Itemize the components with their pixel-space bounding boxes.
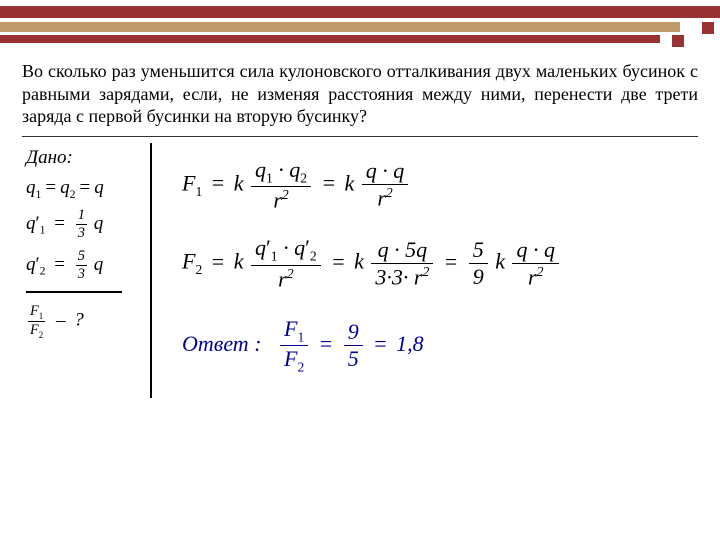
r: r (377, 186, 386, 211)
num: 9 (344, 319, 363, 345)
q: q (255, 157, 266, 182)
given-q1-prime: q′1 = 1 3 q (26, 207, 140, 242)
decorative-banner (0, 0, 720, 52)
frac-q1pq2p: q′1 · q′2 r2 (251, 235, 321, 292)
q: q (366, 158, 377, 183)
F: F (30, 303, 39, 319)
frac-5-3: 5 3 (76, 248, 87, 283)
var-q: q (94, 213, 104, 234)
exp: 2 (537, 264, 544, 279)
target-ratio: F1 F2 – ? (26, 303, 140, 340)
problem-statement: Во сколько раз уменьшится сила кулоновск… (0, 52, 720, 132)
banner-bar-1 (0, 6, 720, 18)
sub: 1 (195, 183, 202, 198)
sub: 2 (300, 170, 307, 185)
sub: 1 (266, 170, 273, 185)
sub: 1 (39, 311, 43, 321)
dash: – (52, 310, 70, 331)
den: 3 (76, 224, 87, 242)
sub-2: 2 (70, 187, 76, 200)
three: 3 (392, 264, 403, 289)
frac-qq-r2b: q · q r2 (512, 237, 559, 290)
given-label: Дано: (26, 147, 140, 169)
given-divider (26, 291, 122, 293)
sub: 2 (310, 249, 317, 264)
q: q (416, 237, 427, 262)
banner-square-1 (688, 6, 700, 18)
solution-panel: F1 = k q1 · q2 r2 = k q · q r2 F2 = k (152, 143, 698, 398)
five: 5 (469, 237, 488, 263)
frac-5-9: 5 9 (469, 237, 488, 290)
answer-line: Ответ : F1 F2 = 9 5 = 1,8 (182, 316, 698, 376)
exp: 2 (422, 264, 429, 279)
question-mark: ? (74, 310, 84, 331)
solution-area: Дано: q1=q2=q q′1 = 1 3 q q′2 = 5 3 q (0, 137, 720, 398)
F: F (284, 316, 297, 341)
sub-1: 1 (40, 224, 46, 237)
var-q2: q (60, 177, 70, 198)
sub-2: 2 (40, 265, 46, 278)
F: F (284, 346, 297, 371)
exp: 2 (386, 185, 393, 200)
eq-F2: F2 = k q′1 · q′2 r2 = k q · 5q 3·3· r2 =… (182, 235, 698, 292)
F: F (182, 249, 195, 274)
q: q (393, 158, 404, 183)
var-q1: q (26, 177, 36, 198)
F: F (182, 170, 195, 195)
given-panel: Дано: q1=q2=q q′1 = 1 3 q q′2 = 5 3 q (26, 143, 152, 398)
frac-qq-r2: q · q r2 (362, 158, 409, 211)
equals: = (41, 177, 60, 198)
k: k (345, 170, 355, 195)
exp: 2 (282, 187, 289, 202)
k: k (354, 249, 364, 274)
q: q (544, 237, 555, 262)
r: r (528, 264, 537, 289)
colon: : (254, 331, 261, 356)
equals: = (50, 254, 69, 275)
sub: 2 (195, 262, 202, 277)
num: 1 (76, 207, 87, 224)
given-q1q2: q1=q2=q (26, 177, 140, 202)
r: r (273, 187, 282, 212)
var-q: q (94, 177, 104, 198)
q: q (378, 237, 389, 262)
equals: = (50, 213, 69, 234)
frac-1-3: 1 3 (76, 207, 87, 242)
den: 5 (344, 345, 363, 372)
r: r (278, 266, 287, 291)
five: 5 (405, 237, 416, 262)
banner-bar-2 (0, 22, 680, 32)
given-q2-prime: q′2 = 5 3 q (26, 248, 140, 283)
eq-F1: F1 = k q1 · q2 r2 = k q · q r2 (182, 157, 698, 214)
answer-label: Ответ (182, 331, 249, 356)
frac-F1-F2-ans: F1 F2 (280, 316, 308, 376)
equals: = (76, 177, 95, 198)
three: 3 (375, 264, 386, 289)
q: q (516, 237, 527, 262)
sub: 2 (39, 330, 43, 340)
q: q (289, 157, 300, 182)
frac-q1q2-r2: q1 · q2 r2 (251, 157, 311, 214)
sub: 1 (271, 249, 278, 264)
answer-value: 1,8 (396, 331, 424, 356)
banner-square-3 (672, 35, 684, 47)
banner-bar-3 (0, 35, 660, 43)
k: k (234, 249, 244, 274)
F: F (30, 322, 39, 338)
var-q: q (94, 254, 104, 275)
sub: 1 (297, 329, 304, 344)
k: k (234, 170, 244, 195)
nine: 9 (469, 263, 488, 290)
frac-F1-F2: F1 F2 (28, 303, 45, 340)
sub: 2 (297, 360, 304, 375)
num: 5 (76, 248, 87, 265)
exp: 2 (287, 266, 294, 281)
den: 3 (76, 265, 87, 283)
frac-9-5: 9 5 (344, 319, 363, 372)
frac-q5q-33r2: q · 5q 3·3· r2 (371, 237, 433, 290)
k: k (495, 249, 505, 274)
banner-square-2 (702, 22, 714, 34)
